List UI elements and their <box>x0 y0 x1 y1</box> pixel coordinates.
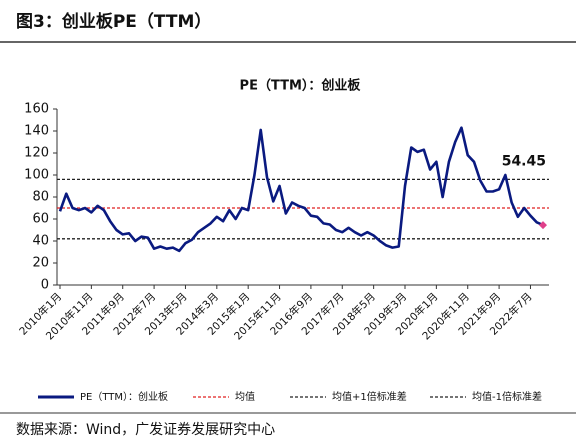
y-tick-label: 160 <box>24 102 49 117</box>
y-tick-label: 0 <box>41 278 49 293</box>
y-tick-label: 140 <box>24 124 49 139</box>
y-tick-label: 60 <box>32 212 49 227</box>
legend-label: PE（TTM）：创业板 <box>80 390 168 403</box>
source: 数据来源：Wind，广发证券发展研究中心 <box>16 422 275 438</box>
last-point-marker <box>539 221 547 230</box>
legend-label: 均值 <box>235 390 255 403</box>
legend-label: 均值+1倍标准差 <box>332 390 407 403</box>
y-tick-label: 120 <box>24 146 49 161</box>
y-tick-label: 20 <box>32 256 49 271</box>
y-tick-label: 100 <box>24 168 49 183</box>
legend-label: 均值-1倍标准差 <box>472 390 542 403</box>
data-label: 54.45 <box>502 153 546 169</box>
figure-title: 图3：创业板PE（TTM） <box>16 11 211 32</box>
chart-title: PE（TTM）：创业板 <box>240 78 362 94</box>
y-tick-label: 80 <box>32 190 49 205</box>
y-tick-label: 40 <box>32 234 49 249</box>
series-line <box>58 126 544 253</box>
